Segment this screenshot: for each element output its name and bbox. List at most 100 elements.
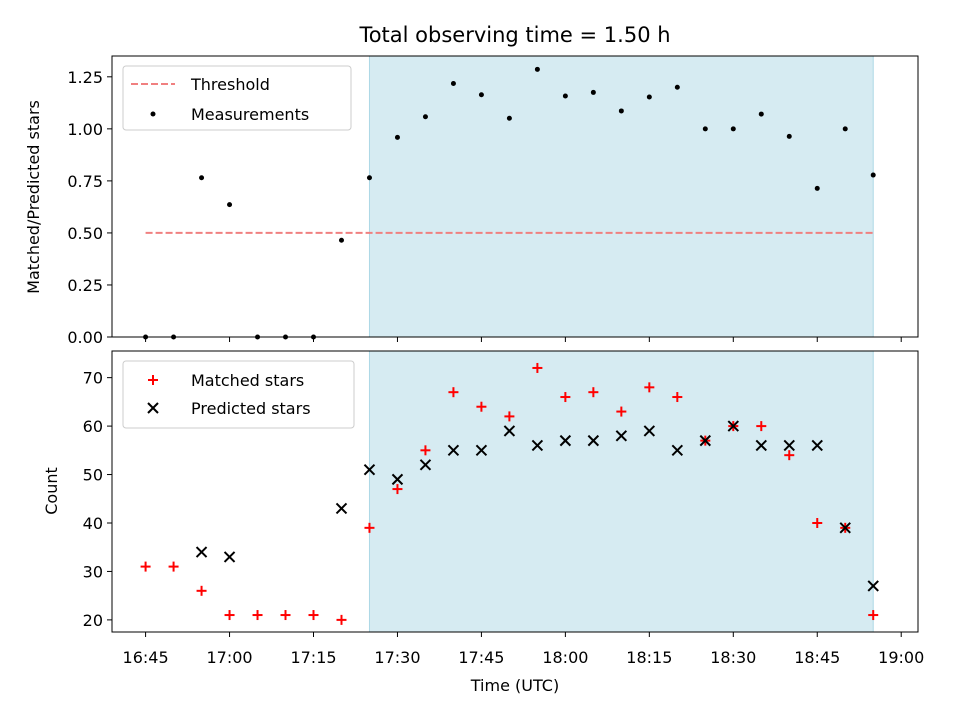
predicted-star-point: [391, 473, 404, 486]
bottom-shaded-span: [368, 350, 874, 633]
bottom-y-tick-label: 30: [83, 562, 103, 581]
matched-star-point: [784, 450, 795, 461]
measurement-point: [366, 175, 372, 181]
top-y-tick-label: 0.00: [67, 328, 103, 347]
predicted-legend-marker: [147, 402, 159, 414]
measurement-point: [786, 133, 792, 139]
predicted-star-point: [503, 425, 516, 437]
bottom-x-tick-label: 16:45: [123, 648, 169, 667]
matched-star-point: [868, 610, 879, 621]
measurement-point: [870, 172, 876, 178]
bottom-x-tick-label: 18:15: [626, 648, 672, 667]
matched-star-point: [560, 392, 571, 403]
matched-star-point: [280, 610, 291, 621]
predicted-star-point: [839, 522, 851, 534]
measurement-point: [450, 80, 456, 86]
top-y-tick-label: 0.50: [67, 224, 103, 243]
predicted-star-point: [671, 444, 684, 457]
measurement-point: [730, 126, 736, 132]
matched-star-point: [224, 610, 235, 621]
measurement-point: [562, 93, 568, 99]
matched-star-point: [140, 561, 151, 572]
measurements-legend-marker: [150, 111, 156, 117]
predicted-star-point: [363, 463, 376, 476]
bottom-x-tick-label: 17:30: [374, 648, 420, 667]
top-shaded-span: [368, 55, 874, 338]
matched-star-point: [504, 411, 515, 422]
bottom-x-tick-label: 17:15: [290, 648, 336, 667]
top-marks: [143, 66, 876, 340]
measurement-point: [422, 114, 428, 120]
bottom-y-tick-label: 60: [83, 417, 103, 436]
measurement-point: [534, 66, 540, 72]
measurement-point: [814, 185, 820, 191]
bottom-x-tick-label: 17:00: [206, 648, 252, 667]
measurement-point: [478, 92, 484, 98]
matched-star-point: [616, 406, 627, 417]
matched-star-point: [672, 392, 683, 403]
measurement-point: [758, 111, 764, 117]
measurement-point: [227, 202, 233, 208]
bottom-y-tick-label: 40: [83, 514, 103, 533]
predicted-legend-label: Predicted stars: [191, 399, 311, 418]
matched-star-point: [168, 561, 179, 572]
bottom-x-tick-label: 17:45: [458, 648, 504, 667]
measurements-legend-label: Measurements: [191, 105, 309, 124]
predicted-star-point: [419, 459, 432, 471]
matched-star-point: [392, 484, 403, 495]
predicted-star-point: [195, 546, 208, 558]
top-legend-box: [122, 65, 352, 131]
matched-star-point: [364, 522, 375, 533]
matched-star-point: [588, 387, 599, 398]
measurement-point: [394, 134, 400, 140]
predicted-star-point: [447, 444, 460, 457]
measurement-point: [842, 126, 848, 132]
measurement-point: [702, 126, 708, 132]
matched-star-point: [448, 387, 459, 398]
matched-star-point: [196, 585, 207, 596]
top-y-tick-label: 0.25: [67, 276, 103, 295]
matched-star-point: [812, 517, 823, 528]
threshold-legend-label: Threshold: [190, 75, 270, 94]
matched-star-point: [644, 382, 655, 393]
bottom-legend-box: [122, 360, 355, 429]
bottom-x-tick-label: 19:00: [878, 648, 924, 667]
predicted-star-point: [223, 551, 236, 563]
top-legend: Threshold Measurements: [122, 65, 352, 131]
bottom-y-ticks: 20 30 40 50 60 70: [83, 369, 112, 630]
measurement-point: [646, 94, 652, 100]
bottom-x-axis-label: Time (UTC): [470, 676, 559, 695]
predicted-star-point: [475, 444, 488, 457]
bottom-panel: 20 30 40 50 60 70 16:45 17:00 17:15 17:30 17:45 18…: [42, 350, 924, 695]
top-y-tick-label: 1.25: [67, 68, 103, 87]
predicted-star-point: [643, 425, 656, 437]
top-y-axis-label: Matched/Predicted stars: [24, 100, 43, 294]
predicted-star-point: [699, 434, 712, 447]
measurement-point: [674, 84, 680, 90]
measurement-point: [338, 237, 344, 243]
measurement-point: [590, 89, 596, 95]
predicted-star-point: [531, 439, 544, 452]
bottom-x-ticks: 16:45 17:00 17:15 17:30 17:45 18:00 18:15 18:30…: [123, 632, 924, 667]
bottom-y-tick-label: 20: [83, 611, 103, 630]
top-x-ticks: [145, 337, 902, 342]
matched-legend-marker: [148, 375, 158, 385]
matched-star-point: [336, 614, 347, 625]
matched-legend-label: Matched stars: [191, 371, 304, 390]
matched-star-point: [420, 445, 431, 456]
measurement-point: [506, 115, 512, 121]
predicted-star-point: [811, 439, 823, 452]
bottom-x-tick-label: 18:00: [542, 648, 588, 667]
matched-star-point: [476, 401, 487, 412]
matched-star-point: [252, 610, 263, 621]
matched-star-point: [756, 421, 767, 432]
top-y-tick-label: 0.75: [67, 172, 103, 191]
bottom-x-tick-label: 18:45: [794, 648, 840, 667]
top-panel: 0.00 0.25 0.50 0.75 1.00 1.25 Total observing…: [24, 23, 919, 347]
predicted-star-point: [335, 502, 348, 515]
predicted-star-point: [755, 439, 767, 452]
measurement-point: [618, 108, 624, 114]
predicted-star-point: [559, 434, 572, 447]
bottom-y-axis-label: Count: [42, 467, 61, 515]
